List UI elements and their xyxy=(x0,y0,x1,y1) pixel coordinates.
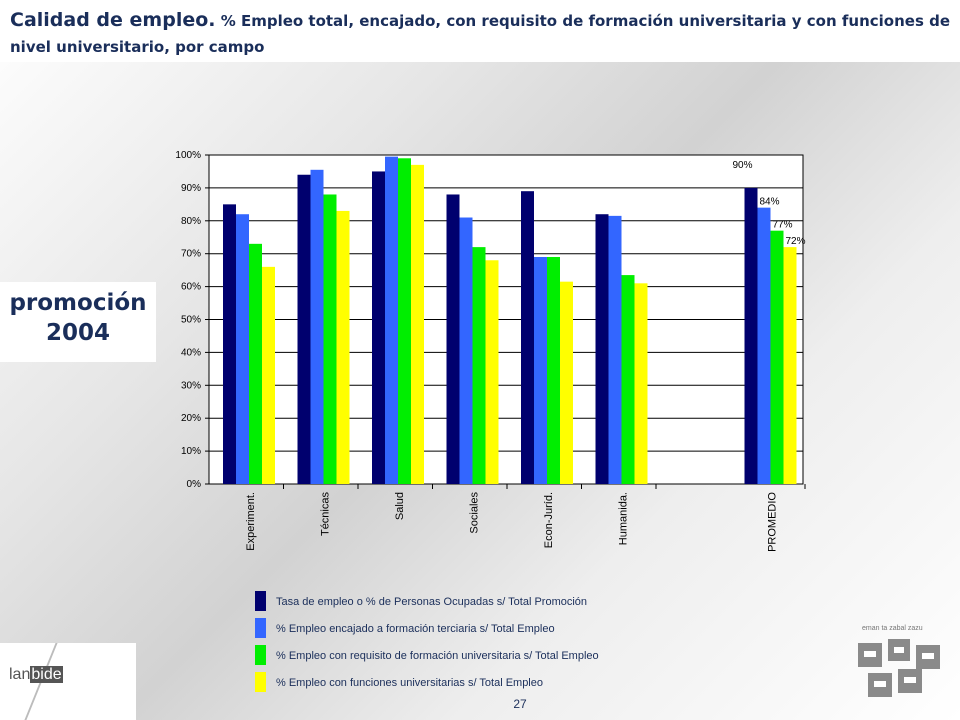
university-logo: eman ta zabal zazu xyxy=(854,625,946,709)
page-number: 27 xyxy=(513,697,527,711)
bar xyxy=(783,247,797,484)
page-title: Calidad de empleo. % Empleo total, encaj… xyxy=(10,8,950,60)
bar xyxy=(472,247,486,484)
bar xyxy=(534,256,547,484)
y-tick-label: 80% xyxy=(181,216,201,227)
x-tick-label: Humanida. xyxy=(618,492,630,545)
x-tick-label: Sociales xyxy=(469,492,481,534)
data-label: 72% xyxy=(786,236,806,247)
promo-label: promoción 2004 xyxy=(0,288,156,348)
bar xyxy=(336,210,350,484)
legend-swatch-4 xyxy=(255,672,266,692)
lanbide-logo-text: lanbide xyxy=(9,666,63,684)
bar xyxy=(398,158,411,485)
promo-box: promoción 2004 xyxy=(0,282,156,362)
bar xyxy=(757,207,771,484)
bar xyxy=(634,283,648,484)
data-label: 77% xyxy=(773,220,793,231)
y-tick-label: 10% xyxy=(181,446,201,457)
x-tick-label: Experiment. xyxy=(245,492,257,551)
y-tick-label: 100% xyxy=(175,150,201,161)
x-tick-label: Salud xyxy=(394,492,406,520)
legend-label-3: % Empleo con requisito de formación univ… xyxy=(276,650,599,662)
bar xyxy=(372,171,385,484)
bar xyxy=(621,275,635,484)
x-tick-label: Técnicas xyxy=(320,492,332,537)
bar xyxy=(547,256,560,484)
university-logo-tag: eman ta zabal zazu xyxy=(862,625,923,632)
bar xyxy=(744,187,758,484)
y-tick-label: 40% xyxy=(181,347,201,358)
legend-swatch-2 xyxy=(255,618,266,638)
title-subtitle: % Empleo total, encajado, con requisito … xyxy=(10,12,951,56)
data-label: 84% xyxy=(760,197,780,208)
y-tick-label: 0% xyxy=(187,479,202,490)
legend-swatch-1 xyxy=(255,591,266,611)
university-emblem-icon xyxy=(858,639,940,697)
bar xyxy=(310,169,324,484)
bar xyxy=(236,214,249,484)
bar xyxy=(385,156,398,484)
legend-swatch-3 xyxy=(255,645,266,665)
bar xyxy=(560,281,573,484)
legend-label-4: % Empleo con funciones universitarias s/… xyxy=(276,677,543,689)
legend-label-1: Tasa de empleo o % de Personas Ocupadas … xyxy=(276,596,588,608)
y-tick-label: 60% xyxy=(181,282,201,293)
x-tick-label: Econ-Juríd. xyxy=(543,492,555,548)
title-main: Calidad de empleo. xyxy=(10,9,216,31)
bar xyxy=(262,266,275,484)
bar xyxy=(521,191,534,484)
logo-text-b: bide xyxy=(30,666,63,683)
bar xyxy=(249,243,262,484)
logo-text-a: lan xyxy=(9,666,31,683)
bar xyxy=(411,164,424,484)
bar xyxy=(485,260,499,484)
header-band xyxy=(0,0,960,62)
bar xyxy=(459,217,473,484)
promo-line1: promoción xyxy=(9,290,147,316)
bar xyxy=(770,230,784,484)
y-tick-label: 90% xyxy=(181,183,201,194)
bar xyxy=(323,194,337,485)
lanbide-logo: lanbide xyxy=(0,643,136,720)
bar xyxy=(595,214,609,484)
y-tick-label: 20% xyxy=(181,413,201,424)
y-tick-label: 30% xyxy=(181,380,201,391)
y-tick-label: 70% xyxy=(181,249,201,260)
bar xyxy=(446,194,460,485)
legend-label-2: % Empleo encajado a formación terciaria … xyxy=(276,623,555,635)
x-tick-label: PROMEDIO xyxy=(767,492,779,552)
data-label: 90% xyxy=(733,160,753,171)
bar xyxy=(608,215,622,485)
y-tick-label: 50% xyxy=(181,315,201,326)
bar xyxy=(297,174,311,485)
bar xyxy=(223,204,236,484)
promo-line2: 2004 xyxy=(45,320,110,346)
